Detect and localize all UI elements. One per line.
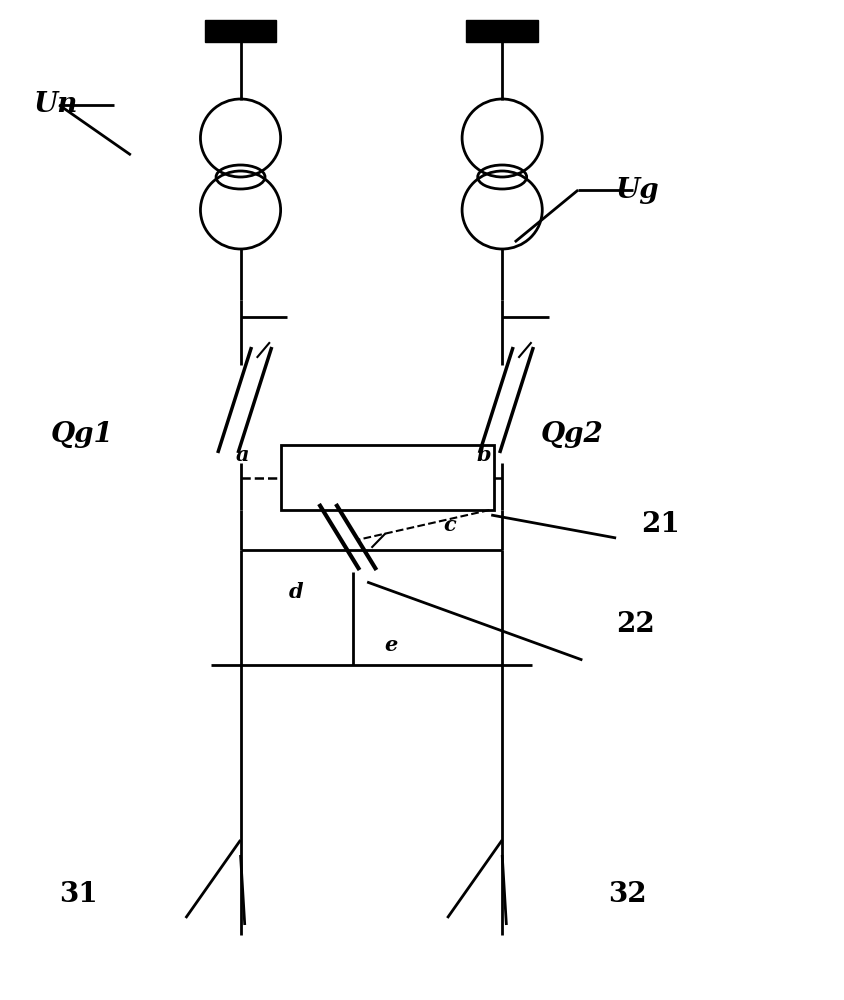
Text: 32: 32 [608,882,647,908]
Text: e: e [384,635,398,655]
Text: c: c [443,515,456,535]
Bar [281,445,494,510]
Text: Qg1: Qg1 [51,422,113,448]
Text: 21: 21 [641,512,680,538]
Bar [466,20,538,42]
Text: Ug: Ug [616,176,660,204]
Text: b: b [477,445,491,465]
Text: Un: Un [34,92,78,118]
Text: 31: 31 [59,882,98,908]
Text: Qg2: Qg2 [540,422,603,448]
Bar [204,20,277,42]
Text: 22: 22 [616,611,655,639]
Text: d: d [289,582,304,602]
Text: a: a [235,445,249,465]
